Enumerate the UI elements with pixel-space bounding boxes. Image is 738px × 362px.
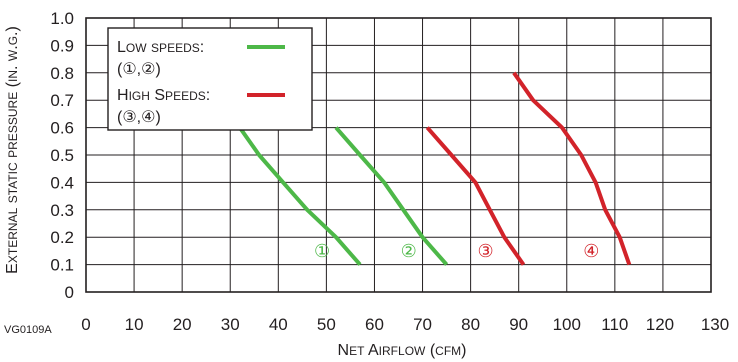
plot-frame: [85, 17, 712, 293]
x-axis-title: NET AIRFLOW (CFM): [338, 342, 467, 359]
x-tick-label: 100: [553, 315, 581, 334]
y-tick-label: 0.1: [50, 256, 74, 275]
curve-label-3: ③: [478, 241, 494, 262]
x-tick-label: 10: [125, 315, 144, 334]
legend: LOW SPEEDS: (①,②) HIGH SPEEDS: (③,④): [107, 27, 313, 131]
legend-sublabel-1: (①,②): [117, 61, 161, 78]
series-line-2: [334, 126, 449, 266]
series-layer: [238, 71, 632, 266]
y-tick-label: 0.9: [50, 36, 74, 55]
curve-label-2: ②: [401, 241, 417, 262]
y-tick-label: 0.5: [50, 146, 74, 165]
series-line-4: [512, 71, 632, 266]
x-tick-label: 50: [317, 315, 336, 334]
y-tick-label: 0.2: [50, 228, 74, 247]
plot-border: [85, 17, 712, 293]
x-tick-label: 70: [413, 315, 432, 334]
legend-sublabel-2: (③,④): [117, 109, 161, 126]
x-tick-label: 40: [269, 315, 288, 334]
x-tick-label: 80: [461, 315, 480, 334]
x-tick-labels: 0 10 20 30 40 50 60 70 80 90 100 110 120 130: [81, 315, 729, 334]
legend-label-1: LOW SPEEDS:: [117, 39, 204, 56]
curve-label-4: ④: [583, 241, 599, 262]
x-tick-label: 90: [509, 315, 528, 334]
y-tick-label: 0.7: [50, 91, 74, 110]
x-tick-label: 60: [365, 315, 384, 334]
y-tick-label: 0.4: [50, 173, 74, 192]
y-tick-label: 1.0: [50, 9, 74, 28]
series-line-3: [425, 126, 526, 266]
x-tick-label: 120: [646, 315, 674, 334]
x-tick-label: 20: [173, 315, 192, 334]
y-tick-label: 0: [65, 283, 74, 302]
series-line-1: [238, 126, 362, 266]
curve-labels: ① ② ③ ④: [314, 241, 599, 262]
x-tick-label: 30: [221, 315, 240, 334]
y-axis-title: EXTERNAL STATIC PRESSURE (IN. W.G.): [4, 26, 21, 274]
x-tick-label: 130: [701, 315, 729, 334]
legend-label-2: HIGH SPEEDS:: [117, 87, 210, 104]
y-tick-label: 0.6: [50, 119, 74, 138]
y-tick-label: 0.8: [50, 64, 74, 83]
x-tick-label: 0: [81, 315, 90, 334]
y-tick-labels: 0 0.1 0.2 0.3 0.4 0.5 0.6 0.7 0.8 0.9 1.0: [50, 9, 74, 302]
figure-id: VG0109A: [4, 324, 52, 336]
x-tick-label: 110: [601, 315, 628, 334]
y-tick-label: 0.3: [50, 201, 74, 220]
curve-label-1: ①: [314, 241, 330, 262]
